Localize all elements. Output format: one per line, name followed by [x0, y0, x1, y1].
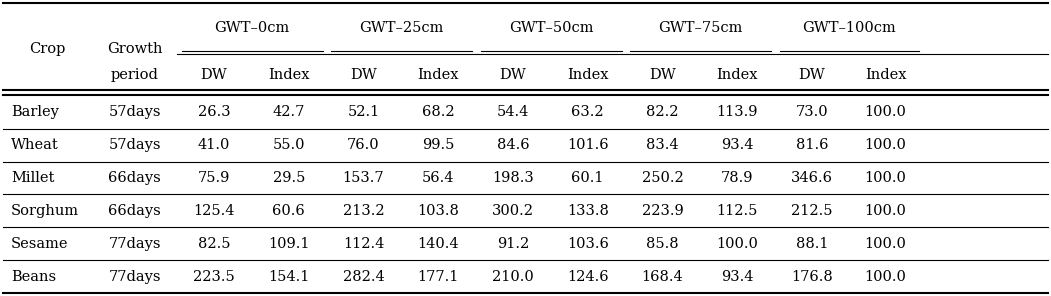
Text: 41.0: 41.0: [198, 138, 230, 152]
Text: Index: Index: [566, 68, 609, 82]
Text: 103.6: 103.6: [566, 237, 609, 251]
Text: 77days: 77days: [108, 270, 161, 284]
Text: period: period: [110, 68, 159, 82]
Text: 82.5: 82.5: [198, 237, 230, 251]
Text: 168.4: 168.4: [641, 270, 683, 284]
Text: 81.6: 81.6: [796, 138, 828, 152]
Text: 223.9: 223.9: [641, 204, 683, 218]
Text: 153.7: 153.7: [343, 171, 385, 185]
Text: GWT–0cm: GWT–0cm: [214, 21, 290, 35]
Text: 103.8: 103.8: [417, 204, 459, 218]
Text: GWT–50cm: GWT–50cm: [509, 21, 594, 35]
Text: 60.1: 60.1: [572, 171, 604, 185]
Text: Sesame: Sesame: [12, 237, 68, 251]
Text: 101.6: 101.6: [566, 138, 609, 152]
Text: Sorghum: Sorghum: [12, 204, 79, 218]
Text: 100.0: 100.0: [865, 204, 907, 218]
Text: Crop: Crop: [29, 42, 65, 56]
Text: 282.4: 282.4: [343, 270, 385, 284]
Text: Beans: Beans: [12, 270, 57, 284]
Text: 177.1: 177.1: [417, 270, 459, 284]
Text: 210.0: 210.0: [492, 270, 534, 284]
Text: Index: Index: [268, 68, 309, 82]
Text: 223.5: 223.5: [193, 270, 234, 284]
Text: DW: DW: [650, 68, 676, 82]
Text: 73.0: 73.0: [796, 105, 828, 119]
Text: 140.4: 140.4: [417, 237, 459, 251]
Text: 83.4: 83.4: [646, 138, 679, 152]
Text: GWT–100cm: GWT–100cm: [802, 21, 895, 35]
Text: DW: DW: [350, 68, 377, 82]
Text: 66days: 66days: [108, 204, 161, 218]
Text: 212.5: 212.5: [791, 204, 832, 218]
Text: 26.3: 26.3: [198, 105, 230, 119]
Text: 56.4: 56.4: [421, 171, 454, 185]
Text: Index: Index: [417, 68, 459, 82]
Text: 57days: 57days: [108, 138, 161, 152]
Text: 57days: 57days: [108, 105, 161, 119]
Text: 100.0: 100.0: [865, 105, 907, 119]
Text: 82.2: 82.2: [646, 105, 679, 119]
Text: 198.3: 198.3: [492, 171, 534, 185]
Text: 109.1: 109.1: [268, 237, 309, 251]
Text: 93.4: 93.4: [721, 138, 754, 152]
Text: 124.6: 124.6: [566, 270, 609, 284]
Text: 93.4: 93.4: [721, 270, 754, 284]
Text: 76.0: 76.0: [347, 138, 379, 152]
Text: 42.7: 42.7: [272, 105, 305, 119]
Text: Index: Index: [865, 68, 906, 82]
Text: 52.1: 52.1: [347, 105, 379, 119]
Text: Growth: Growth: [107, 42, 162, 56]
Text: 125.4: 125.4: [193, 204, 234, 218]
Text: 29.5: 29.5: [272, 171, 305, 185]
Text: GWT–75cm: GWT–75cm: [658, 21, 743, 35]
Text: 112.5: 112.5: [717, 204, 758, 218]
Text: Index: Index: [717, 68, 758, 82]
Text: 75.9: 75.9: [198, 171, 230, 185]
Text: 133.8: 133.8: [566, 204, 609, 218]
Text: 100.0: 100.0: [865, 237, 907, 251]
Text: 250.2: 250.2: [641, 171, 683, 185]
Text: Millet: Millet: [12, 171, 55, 185]
Text: 78.9: 78.9: [721, 171, 754, 185]
Text: 99.5: 99.5: [423, 138, 454, 152]
Text: 100.0: 100.0: [865, 138, 907, 152]
Text: 88.1: 88.1: [796, 237, 828, 251]
Text: 154.1: 154.1: [268, 270, 309, 284]
Text: Wheat: Wheat: [12, 138, 59, 152]
Text: 112.4: 112.4: [343, 237, 385, 251]
Text: 85.8: 85.8: [646, 237, 679, 251]
Text: 300.2: 300.2: [492, 204, 534, 218]
Text: DW: DW: [799, 68, 825, 82]
Text: 91.2: 91.2: [497, 237, 529, 251]
Text: 213.2: 213.2: [343, 204, 385, 218]
Text: GWT–25cm: GWT–25cm: [359, 21, 444, 35]
Text: 66days: 66days: [108, 171, 161, 185]
Text: DW: DW: [499, 68, 527, 82]
Text: 100.0: 100.0: [717, 237, 758, 251]
Text: 100.0: 100.0: [865, 171, 907, 185]
Text: 346.6: 346.6: [791, 171, 833, 185]
Text: 176.8: 176.8: [791, 270, 832, 284]
Text: DW: DW: [201, 68, 227, 82]
Text: 77days: 77days: [108, 237, 161, 251]
Text: 84.6: 84.6: [497, 138, 530, 152]
Text: 54.4: 54.4: [497, 105, 529, 119]
Text: 55.0: 55.0: [272, 138, 305, 152]
Text: 63.2: 63.2: [572, 105, 604, 119]
Text: 100.0: 100.0: [865, 270, 907, 284]
Text: 68.2: 68.2: [421, 105, 454, 119]
Text: 60.6: 60.6: [272, 204, 305, 218]
Text: Barley: Barley: [12, 105, 59, 119]
Text: 113.9: 113.9: [717, 105, 758, 119]
